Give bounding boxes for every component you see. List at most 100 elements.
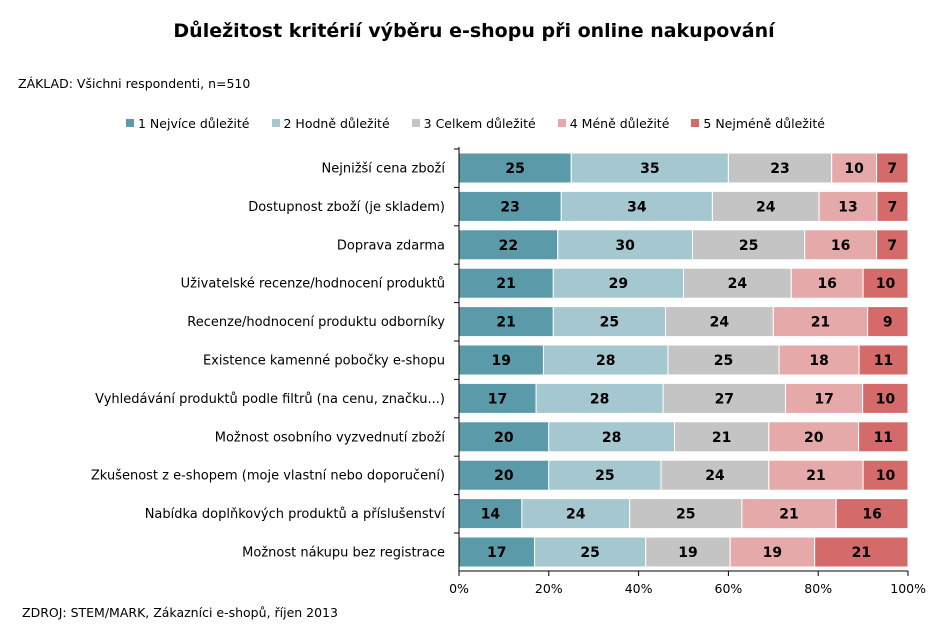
- bar-segment: [818, 190, 878, 222]
- data-label: 25: [600, 315, 619, 331]
- bar-segment: [729, 536, 816, 568]
- bar-segment: [557, 229, 693, 261]
- data-label: 24: [710, 315, 730, 331]
- bar-segment: [768, 421, 860, 453]
- source-note: ZDROJ: STEM/MARK, Zákazníci e-shopů, říj…: [22, 605, 338, 620]
- data-label: 24: [756, 199, 776, 215]
- data-label: 23: [770, 161, 789, 177]
- data-label: 21: [852, 545, 871, 561]
- data-label: 7: [887, 238, 897, 254]
- data-label: 35: [640, 161, 659, 177]
- data-label: 20: [494, 468, 514, 484]
- category-label: Vyhledávání produktů podle filtrů (na ce…: [95, 392, 445, 407]
- bar-segment: [858, 344, 909, 376]
- category-label: Nejnižší cena zboží: [322, 162, 446, 177]
- bar-segment: [862, 382, 909, 414]
- data-label: 10: [876, 468, 896, 484]
- bar-segment: [660, 459, 770, 491]
- bar-segment: [804, 229, 878, 261]
- data-label: 14: [481, 507, 501, 523]
- data-label: 24: [705, 468, 725, 484]
- bar-segment: [772, 306, 869, 338]
- bar-row: Dostupnost zboží (je skladem) 23 34 24 13 7: [248, 190, 909, 222]
- legend-swatch-5: [691, 119, 700, 127]
- bar-segment: [458, 498, 523, 530]
- bar-segment: [814, 536, 909, 568]
- bar-segment: [768, 459, 864, 491]
- data-label: 16: [817, 276, 836, 292]
- bar-segment: [535, 382, 664, 414]
- legend-item-1: 1 Nejvíce důležité: [126, 116, 250, 131]
- data-label: 21: [496, 315, 515, 331]
- bar-row: Nabídka doplňkových produktů a příslušen…: [145, 498, 909, 530]
- category-label: Možnost nákupu bez registrace: [242, 546, 445, 561]
- bar-segment: [458, 382, 537, 414]
- bar-segment: [458, 190, 562, 222]
- legend-item-4: 4 Méně důležité: [557, 116, 669, 131]
- bar-segment: [831, 152, 878, 184]
- data-label: 21: [811, 315, 830, 331]
- bar-segment: [862, 267, 909, 299]
- legend-label-1: 1 Nejvíce důležité: [138, 115, 250, 131]
- bar-segment: [858, 421, 909, 453]
- bar-segment: [778, 344, 860, 376]
- data-label: 25: [580, 545, 599, 561]
- bar-segment: [876, 229, 909, 261]
- data-label: 24: [728, 276, 748, 292]
- data-label: 7: [888, 199, 898, 215]
- bar-segment: [521, 498, 631, 530]
- category-label: Uživatelské recenze/hodnocení produktů: [181, 277, 445, 292]
- legend-swatch-1: [126, 119, 134, 127]
- bar-row: Možnost nákupu bez registrace 17 25 19 19 21: [242, 536, 909, 568]
- category-label: Zkušenost z e-shopem (moje vlastní nebo …: [91, 469, 445, 484]
- data-label: 25: [676, 507, 695, 523]
- data-label: 7: [887, 161, 897, 177]
- legend-swatch-2: [271, 119, 280, 127]
- bar-row: Doprava zdarma 22 30 25 16 7: [337, 229, 909, 261]
- bar-segment: [683, 267, 792, 299]
- data-label: 19: [678, 545, 697, 561]
- bar-segment: [552, 306, 667, 338]
- data-label: 9: [883, 315, 893, 331]
- legend-item-2: 2 Hodně důležité: [271, 115, 390, 131]
- data-label: 29: [609, 276, 628, 292]
- category-label: Nabídka doplňkových produktů a příslušen…: [145, 507, 446, 522]
- data-label: 20: [804, 430, 824, 446]
- data-label: 25: [739, 238, 758, 254]
- data-label: 17: [488, 391, 507, 407]
- bar-segment: [727, 152, 833, 184]
- bar-segment: [548, 459, 662, 491]
- bar-row: Zkušenost z e-shopem (moje vlastní nebo …: [91, 459, 909, 491]
- bar-segment: [876, 152, 909, 184]
- bar-row: Uživatelské recenze/hodnocení produktů 21…: [181, 267, 909, 299]
- bar-segment: [458, 421, 550, 453]
- data-label: 21: [779, 507, 798, 523]
- bar-segment: [674, 421, 770, 453]
- legend-swatch-4: [557, 119, 566, 127]
- bar-segment: [665, 306, 774, 338]
- data-label: 11: [874, 430, 893, 446]
- data-label: 21: [712, 430, 731, 446]
- data-label: 25: [714, 353, 733, 369]
- legend: 1 Nejvíce důležité 2 Hodně důležité 3 Ce…: [126, 114, 825, 132]
- category-label: Dostupnost zboží (je skladem): [248, 200, 445, 215]
- bar-row: Možnost osobního vyzvednutí zboží 20 28 21 2…: [215, 421, 909, 453]
- data-label: 27: [715, 391, 734, 407]
- bar-segment: [458, 536, 536, 568]
- bar-segment: [570, 152, 729, 184]
- category-label: Recenze/hodnocení produktu odborníky: [187, 315, 445, 330]
- data-label: 16: [862, 507, 881, 523]
- data-label: 18: [809, 353, 828, 369]
- category-label: Doprava zdarma: [337, 238, 445, 253]
- x-tick-label: 80%: [804, 581, 832, 596]
- data-label: 22: [499, 238, 518, 254]
- data-label: 19: [491, 353, 510, 369]
- data-label: 28: [596, 353, 615, 369]
- data-label: 23: [500, 199, 519, 215]
- bar-segment: [711, 190, 820, 222]
- data-label: 28: [590, 391, 609, 407]
- data-label: 10: [876, 391, 896, 407]
- legend-label-2: 2 Hodně důležité: [283, 115, 390, 131]
- bar-row: Vyhledávání produktů podle filtrů (na ce…: [95, 382, 909, 414]
